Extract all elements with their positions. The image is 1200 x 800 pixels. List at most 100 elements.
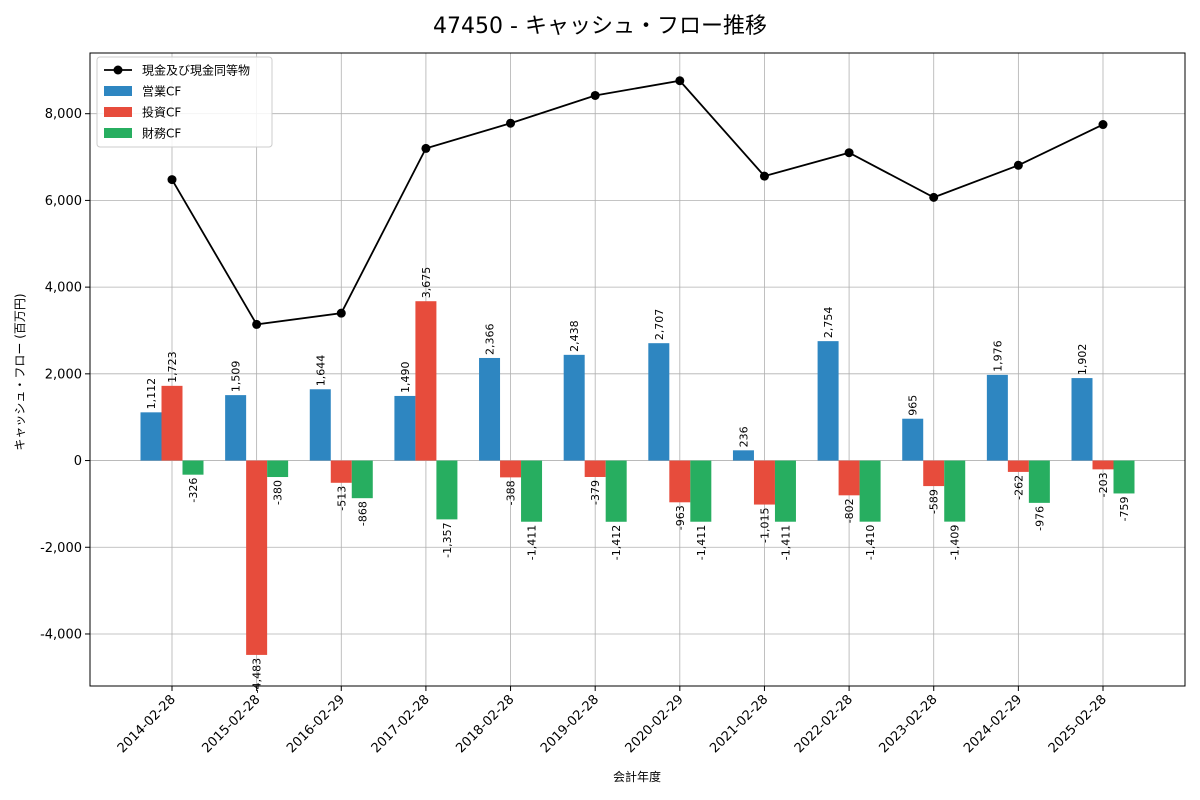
bar-財務CF: [944, 460, 966, 522]
bar-投資CF: [500, 460, 522, 478]
bar-value-label: -1,412: [610, 525, 623, 560]
bar-value-label: -1,410: [864, 525, 877, 560]
y-axis-ticks: -4,000 -2,000 0 2,000 4,000 6,000 8,000: [40, 107, 90, 642]
bar-value-label: -203: [1097, 472, 1110, 497]
x-tick-label: 2015-02-28: [199, 692, 263, 756]
bar-財務CF: [521, 460, 543, 522]
bar-value-label: 1,644: [314, 355, 327, 387]
bar-営業CF: [140, 412, 162, 461]
bar-value-label: -759: [1118, 496, 1131, 521]
legend-bar-swatch: [104, 107, 132, 117]
bar-value-label: 1,723: [166, 351, 179, 383]
data-labels: 1,112 1,509 1,644 1,490 2,366 2,438 2,707 236 2,…: [145, 267, 1131, 694]
bar-value-label: 1,490: [399, 361, 412, 393]
x-axis-ticks: 2014-02-28 2015-02-28 2016-02-29 2017-02-28…: [115, 686, 1110, 756]
bar-value-label: 2,754: [822, 307, 835, 339]
bar-value-label: -589: [928, 489, 941, 514]
legend-marker-swatch: [113, 65, 123, 75]
legend-bar-swatch: [104, 128, 132, 138]
bar-value-label: -262: [1012, 475, 1025, 500]
bar-value-label: -802: [843, 498, 856, 523]
y-tick-label: -4,000: [40, 627, 82, 642]
cash-line-point: [421, 143, 431, 153]
cash-line-point: [1098, 120, 1108, 130]
bar-value-label: -1,411: [779, 525, 792, 560]
x-tick-label: 2014-02-28: [115, 692, 179, 756]
cash-line-point: [844, 148, 854, 158]
cash-line-path: [171, 79, 1104, 326]
bar-投資CF: [330, 460, 352, 483]
cash-line: [167, 76, 1108, 329]
legend-entry: 現金及び現金同等物: [142, 63, 250, 78]
bar-value-label: 965: [907, 395, 920, 416]
bar-value-label: -4,483: [251, 658, 264, 693]
legend-bar-swatch: [104, 86, 132, 96]
x-axis-label: 会計年度: [613, 769, 661, 784]
bar-投資CF: [923, 460, 945, 487]
bar-営業CF: [225, 395, 247, 461]
cash-line-point: [336, 308, 346, 318]
bar-value-label: 1,509: [230, 361, 243, 393]
bar-投資CF: [246, 460, 268, 655]
bar-value-label: -963: [674, 505, 687, 530]
bar-財務CF: [267, 460, 289, 478]
cash-line-point: [590, 90, 600, 100]
cash-line-point: [1013, 160, 1023, 170]
bar-value-label: -1,015: [758, 508, 771, 543]
legend-entry: 営業CF: [142, 85, 181, 99]
bar-value-label: -513: [335, 486, 348, 511]
bar-営業CF: [986, 374, 1008, 461]
bar-営業CF: [1071, 378, 1093, 461]
bar-投資CF: [161, 385, 183, 461]
bar-投資CF: [1007, 460, 1029, 472]
bar-営業CF: [309, 389, 331, 461]
y-tick-label: 2,000: [45, 367, 82, 382]
bar-投資CF: [1092, 460, 1114, 470]
cash-line-point: [929, 192, 939, 202]
bars: [140, 301, 1135, 655]
bar-財務CF: [1113, 460, 1135, 494]
legend-box: [96, 56, 273, 148]
x-tick-label: 2025-02-28: [1046, 692, 1110, 756]
bar-value-label: -380: [272, 480, 285, 505]
x-tick-label: 2017-02-28: [369, 692, 433, 756]
bar-財務CF: [182, 460, 204, 475]
bar-財務CF: [859, 460, 881, 522]
bar-value-label: 2,707: [653, 309, 666, 341]
bar-value-label: -1,411: [526, 525, 539, 560]
bar-value-label: 1,902: [1076, 344, 1089, 376]
bar-value-label: 2,366: [484, 323, 497, 355]
x-tick-label: 2023-02-28: [877, 692, 941, 756]
bar-value-label: 1,112: [145, 378, 158, 410]
legend-entry: 投資CF: [142, 105, 181, 120]
x-tick-label: 2016-02-29: [284, 692, 348, 756]
y-tick-label: 0: [74, 454, 82, 469]
bar-value-label: 2,438: [568, 320, 581, 352]
bar-財務CF: [774, 460, 796, 522]
bar-投資CF: [584, 460, 606, 477]
y-tick-label: 8,000: [45, 107, 82, 122]
cash-line-point: [252, 319, 262, 329]
bar-value-label: -1,409: [949, 525, 962, 560]
bar-財務CF: [605, 460, 627, 522]
x-tick-label: 2020-02-29: [623, 692, 687, 756]
bar-財務CF: [1028, 460, 1050, 503]
cash-line-point: [506, 118, 516, 128]
x-tick-label: 2021-02-28: [707, 692, 771, 756]
bar-営業CF: [732, 450, 754, 461]
plot-area-frame: [89, 52, 1186, 687]
bar-営業CF: [394, 395, 416, 461]
grid: [90, 53, 1185, 686]
bar-投資CF: [753, 460, 775, 505]
bar-value-label: 1,976: [991, 340, 1004, 372]
bar-value-label: -379: [589, 480, 602, 505]
bar-value-label: -976: [1033, 506, 1046, 531]
bar-財務CF: [436, 460, 458, 520]
bar-営業CF: [648, 343, 670, 461]
y-tick-label: 4,000: [45, 281, 82, 296]
y-axis-label: キャッシュ・フロー (百万円): [13, 293, 27, 450]
chart-title: 47450 - キャッシュ・フロー推移: [433, 14, 767, 39]
bar-value-label: 3,675: [420, 267, 433, 299]
